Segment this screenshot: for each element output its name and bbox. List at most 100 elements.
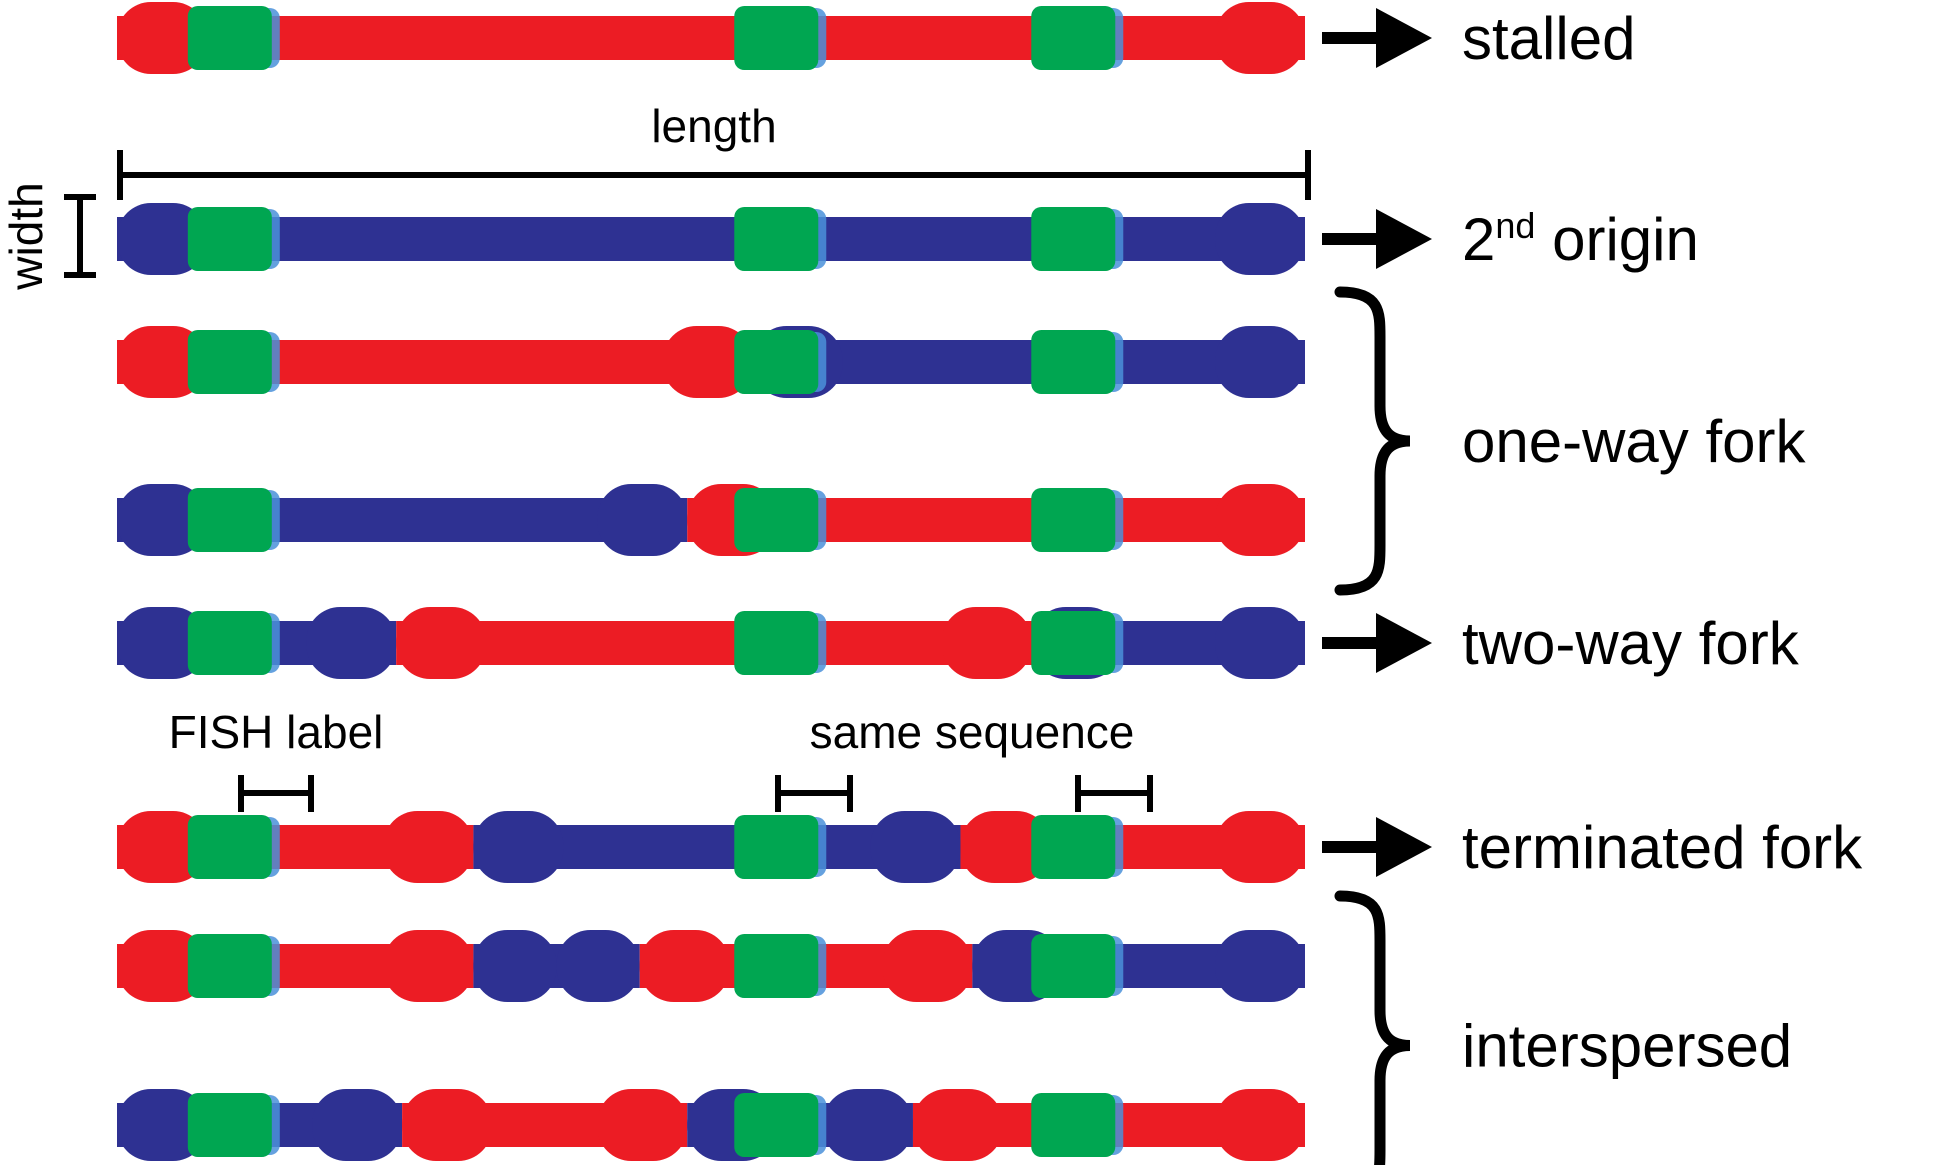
fish-site-core [187,488,272,552]
fish-site-core [187,207,272,271]
fiber-segment-end-red [1215,1089,1305,1161]
fiber-segment-end-blue [473,930,557,1002]
fish-site [734,611,827,675]
category-label-terminated-fork: terminated fork [1462,814,1863,881]
fish-site-core [1031,815,1116,879]
fish-site [187,611,280,675]
fish-site-core [734,6,819,70]
fish-label-text: FISH label [169,706,384,758]
fiber-segment-end-blue [312,1089,403,1161]
fish-site-core [734,815,819,879]
same-sequence-bracket-2 [1075,775,1153,812]
arrow-icon [1322,817,1432,877]
fiber-segment-end-blue [1215,607,1305,679]
width-bracket [64,194,96,278]
fiber-segment-end-red [597,1089,688,1161]
fish-site-core [734,330,819,394]
fiber-segment-end-blue [473,811,564,883]
fish-site [187,1093,280,1157]
fiber-segment-end-red [396,607,487,679]
fish-site-core [734,207,819,271]
fish-site-core [187,330,272,394]
fiber-segment-end-blue [117,484,207,556]
fish-site [734,488,827,552]
brace-icon [1334,890,1411,1170]
fiber-row-5 [117,811,1305,883]
fiber-segment-end-blue [117,203,207,275]
fish-site [1031,815,1124,879]
fish-site [734,815,827,879]
fish-site [1031,207,1124,271]
fish-site [734,934,827,998]
fiber-segment-end-blue [117,1089,207,1161]
fish-site [734,6,827,70]
fish-site [187,330,280,394]
fish-site [734,1093,827,1157]
fiber-segment-end-blue [306,607,397,679]
fish-site [1031,611,1124,675]
fish-site-core [1031,207,1116,271]
brace-icon [1334,286,1411,596]
fiber-row-7 [117,1089,1305,1161]
arrow-icon [1322,209,1432,269]
fish-labels [187,6,1124,1157]
fish-site [187,488,280,552]
fiber-segment-end-blue [1215,930,1305,1002]
arrow-icon [1322,8,1432,68]
fiber-segment-end-blue [822,1089,913,1161]
fiber-row-2 [117,326,1305,398]
fiber-segment-end-red [1215,2,1305,74]
fish-label-bracket [238,775,314,812]
category-label-two-way-fork: two-way fork [1462,610,1800,677]
fiber-segment-end-blue [1215,326,1305,398]
category-labels: stalled 2nd origin one-way fork two-way for… [1462,5,1863,1080]
category-label-interspersed: interspersed [1462,1013,1792,1080]
fish-site-core [187,934,272,998]
fish-site [1031,934,1124,998]
fish-site [187,6,280,70]
fiber-segment-end-red [882,930,973,1002]
fish-site [1031,330,1124,394]
same-sequence-bracket-1 [775,775,853,812]
category-indicators [1322,8,1432,1170]
fiber-row-3 [117,484,1305,556]
fiber-segment-end-blue [1215,203,1305,275]
fish-site-core [1031,611,1116,675]
fiber-segment-end-red [117,2,207,74]
fiber-row-6 [117,930,1305,1002]
fiber-segment-end-blue [870,811,961,883]
category-label-second-origin: 2nd origin [1462,205,1699,273]
fiber-segment-end-red [402,1089,493,1161]
fiber-segment-end-red [941,607,1032,679]
fish-site-core [1031,6,1116,70]
fish-site-core [1031,934,1116,998]
fiber-segment-end-red [1215,484,1305,556]
fiber-segment-end-blue [556,930,640,1002]
fish-site-core [187,6,272,70]
fish-site-core [187,611,272,675]
fiber-segment-end-red [1215,811,1305,883]
fiber-segment-end-blue [597,484,688,556]
fiber-segment-red [396,621,1032,665]
fish-site [187,207,280,271]
fiber-segment-end-red [960,811,1051,883]
fish-site-core [734,488,819,552]
fish-site-core [187,1093,272,1157]
fiber-segment-end-red [117,930,207,1002]
fish-site [187,815,280,879]
category-label-stalled: stalled [1462,5,1635,72]
fish-site-core [734,611,819,675]
fish-site [1031,488,1124,552]
fiber-segment-blue [117,217,1305,261]
fish-site-core [1031,1093,1116,1157]
fiber-segment-end-red [912,1089,1003,1161]
fish-site [1031,6,1124,70]
fish-site [734,207,827,271]
fiber-row-0 [117,2,1305,74]
length-bracket [117,150,1311,200]
fiber-row-4 [117,607,1305,679]
fiber-segment-blue [752,340,1305,384]
fiber-segment-end-red [117,811,207,883]
